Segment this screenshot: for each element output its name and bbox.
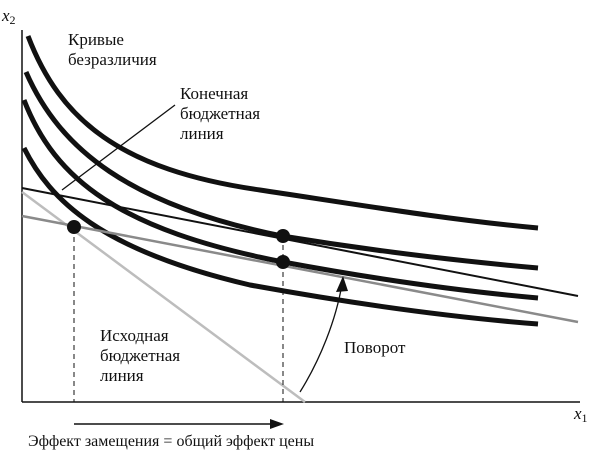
optimum-final [276,229,290,243]
final-budget-line [21,187,579,297]
y-axis-label: x2 [2,6,16,27]
initial-budget-label: Исходная бюджетная линия [100,326,181,385]
rotation-arrow [299,283,343,393]
x-axis-label: x1 [574,404,588,425]
indifference-curve-1 [21,146,539,327]
rotation-label: Поворот [344,338,406,357]
optimum-initial [67,220,81,234]
indifference-curve-4 [25,35,539,231]
rotated-budget-line [21,214,579,324]
final-budget-label: Конечная бюджетная линия [180,84,261,143]
final-budget-pointer [61,104,176,191]
optimum-compensated [276,255,290,269]
rotation-arrow-head [336,276,348,292]
effect-arrow-head [270,419,284,429]
indifference-curves-label: Кривые безразличия [68,30,157,69]
effect-caption: Эффект замещения = общий эффект цены [28,433,315,450]
